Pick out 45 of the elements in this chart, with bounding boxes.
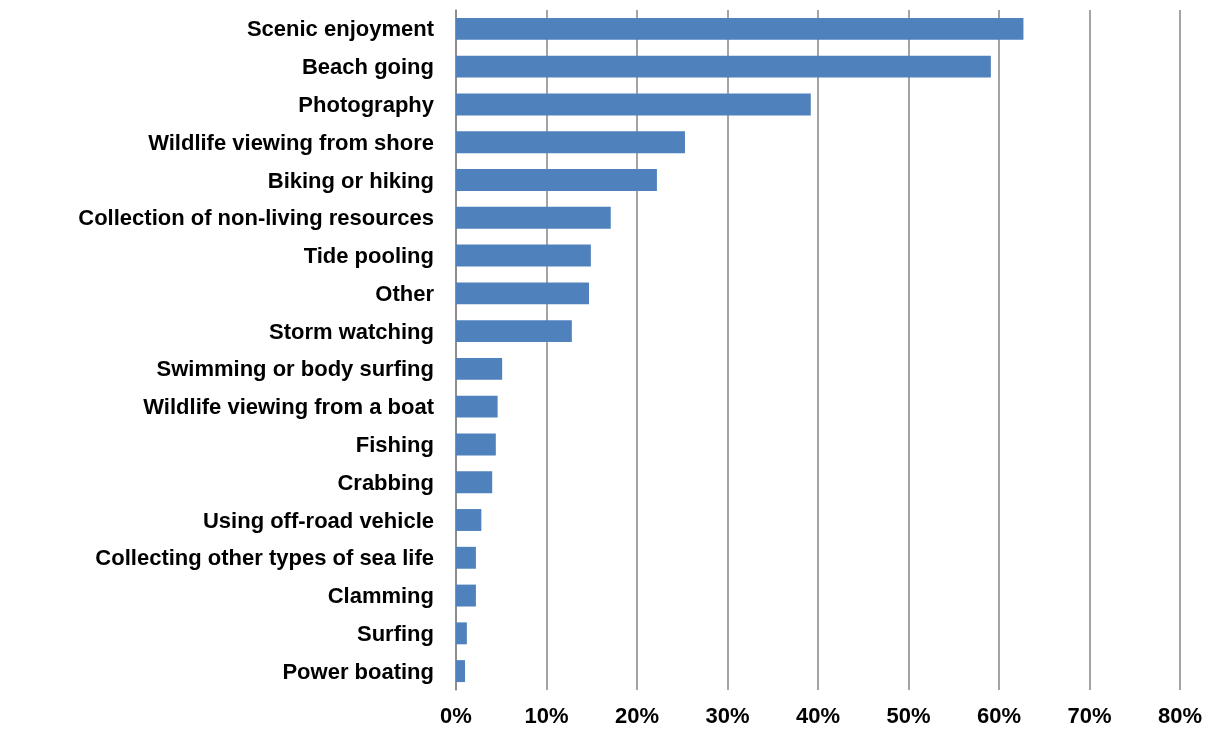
x-tick-label: 10% [524,702,569,728]
bar [456,206,611,229]
x-tick-label: 40% [795,702,841,728]
y-tick-label: Wildlife viewing from shore [148,129,434,155]
bar [456,17,1024,40]
y-tick-label: Scenic enjoyment [246,16,435,42]
x-tick-label: 20% [614,702,660,728]
y-tick-label: Swimming or body surfing [156,356,434,382]
y-tick-label: Using off-road vehicle [202,507,434,533]
bar [456,584,476,607]
y-tick-label: Fishing [355,431,434,457]
bar [456,93,811,116]
bar [456,546,476,569]
bar [456,395,498,418]
y-tick-label: Storm watching [268,318,434,344]
bar [456,433,496,456]
bar [456,357,503,380]
bar [456,244,591,267]
y-tick-label: Clamming [327,583,434,609]
x-tick-label: 30% [705,702,750,728]
x-tick-label: 60% [976,702,1022,728]
y-tick-label: Collection of non-living resources [78,205,434,231]
bar [456,131,685,154]
y-tick-label: Other [375,280,435,306]
y-tick-label: Collecting other types of sea life [95,545,434,571]
y-tick-label: Biking or hiking [267,167,434,193]
y-tick-label: Crabbing [337,469,434,495]
bar [456,55,991,78]
y-tick-label: Power boating [282,658,434,684]
bar [456,660,466,683]
y-tick-label: Photography [298,91,435,117]
x-tick-label: 70% [1067,702,1112,728]
y-tick-label: Tide pooling [303,243,434,269]
bar [456,622,467,645]
x-tick-label: 80% [1157,702,1203,728]
bar [456,471,493,494]
y-tick-label: Beach going [301,54,434,80]
bar [456,509,482,531]
y-tick-label: Wildlife viewing from a boat [143,394,435,420]
x-tick-label: 50% [886,702,931,728]
bar [456,282,590,305]
bar [456,320,572,343]
y-tick-label: Surfing [357,620,434,646]
x-tick-label: 0% [440,702,472,728]
bar [456,169,657,191]
